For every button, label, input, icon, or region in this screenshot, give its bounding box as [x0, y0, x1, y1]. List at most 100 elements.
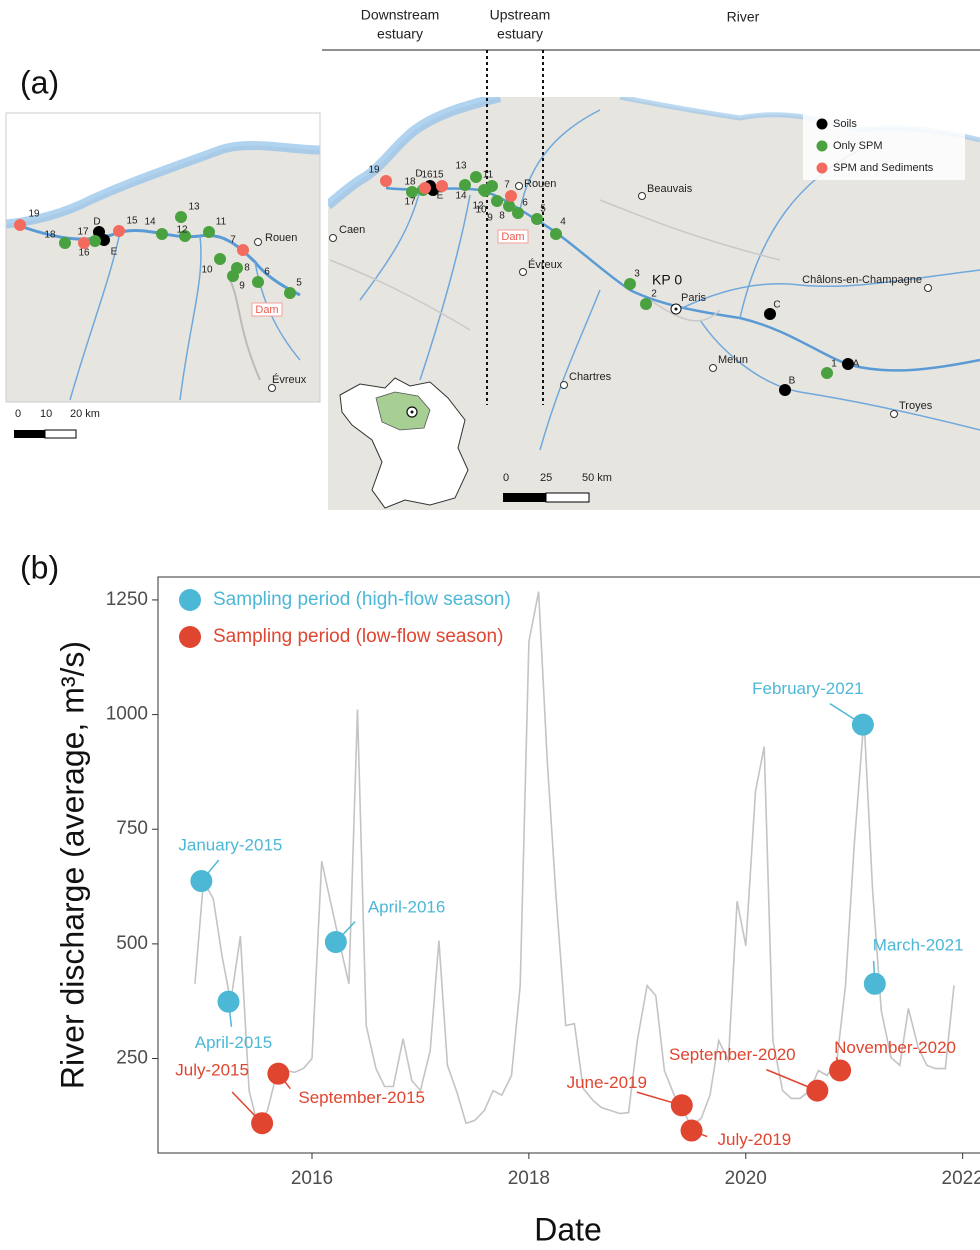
map-point-label: 10 — [201, 265, 213, 276]
map-point-label: 11 — [216, 217, 227, 228]
scale-label: 50 km — [582, 472, 612, 484]
place-label: Troyes — [899, 400, 933, 412]
map-point — [491, 195, 503, 207]
point-label: July-2019 — [718, 1130, 792, 1149]
map-point-label: 1 — [831, 359, 837, 370]
map-point — [459, 179, 471, 191]
place-dot — [515, 182, 523, 190]
map-point-label: 4 — [560, 217, 566, 228]
map-point — [156, 228, 168, 240]
map-point-label: 18 — [404, 177, 416, 188]
place-label: Rouen — [524, 178, 556, 190]
zone-label: estuary — [497, 26, 543, 42]
x-tick-label: 2020 — [725, 1168, 767, 1189]
map-point — [550, 228, 562, 240]
map-point — [764, 308, 776, 320]
map-point-label: C — [773, 300, 780, 311]
y-axis-title: River discharge (average, m³/s) — [54, 641, 90, 1089]
x-tick-label: 2022 — [942, 1168, 980, 1189]
place-dot — [254, 238, 262, 246]
map-point-label: 9 — [487, 213, 493, 224]
place-label: Châlons-en-Champagne — [802, 274, 922, 286]
map-point-label: 7 — [504, 180, 510, 191]
map-point — [419, 182, 431, 194]
map-point-label: 9 — [239, 281, 245, 292]
plot-area — [194, 591, 955, 1128]
discharge-line — [194, 591, 955, 1128]
legend-swatch — [179, 589, 201, 611]
dam-box — [497, 229, 529, 244]
map-point-label: 11 — [483, 170, 494, 181]
scale-label: 20 km — [70, 408, 100, 420]
map-point — [640, 298, 652, 310]
map-point — [252, 276, 264, 288]
paris-marker — [674, 307, 678, 311]
zone-label: Upstream — [490, 7, 551, 23]
map-point — [227, 270, 239, 282]
map-point — [512, 207, 524, 219]
map-point-label: E — [111, 247, 118, 258]
map-point-label: 17 — [77, 227, 89, 238]
point-label: September-2020 — [669, 1045, 796, 1064]
map-point — [503, 200, 515, 212]
inset-map — [6, 113, 320, 402]
map-point-label: B — [789, 376, 796, 387]
zone-label: River — [727, 9, 760, 25]
plot-frame — [157, 576, 980, 1154]
y-tick-label: 750 — [116, 818, 148, 839]
place-label: Chartres — [569, 371, 612, 383]
zone-label: Downstream — [361, 7, 440, 23]
map-point — [821, 367, 833, 379]
scale-label: 0 — [15, 408, 21, 420]
map-point-label: 16 — [78, 248, 90, 259]
scale-bar — [14, 430, 45, 438]
point-label: July-2015 — [175, 1061, 249, 1080]
panel-label: (a) — [20, 64, 59, 100]
map-point — [237, 244, 249, 256]
map-point — [478, 184, 490, 196]
x-tick-label: 2018 — [508, 1168, 550, 1189]
sampling-point — [851, 713, 874, 736]
map-point-label: 13 — [455, 161, 467, 172]
y-tick-label: 1250 — [106, 589, 148, 610]
map-point — [98, 234, 110, 246]
map-point — [175, 211, 187, 223]
place-dot — [638, 192, 646, 200]
sampling-point — [806, 1079, 829, 1102]
map-point-label: 14 — [144, 217, 156, 228]
sampling-point — [190, 870, 213, 893]
legend-label: SPM and Sediments — [833, 162, 934, 174]
map-point-label: 15 — [432, 170, 444, 181]
sampling-point — [680, 1119, 703, 1142]
map-point-label: 17 — [404, 197, 416, 208]
legend-swatch — [816, 140, 828, 152]
y-tick-label: 250 — [116, 1048, 148, 1069]
point-label: November-2020 — [834, 1038, 956, 1057]
place-label: Paris — [681, 292, 707, 304]
dam-box — [251, 302, 283, 317]
map-point — [470, 171, 482, 183]
point-label: February-2021 — [752, 679, 864, 698]
x-axis-title: Date — [534, 1211, 602, 1247]
scale-label: 0 — [503, 472, 509, 484]
sampling-point — [251, 1112, 274, 1135]
map-point-label: 19 — [28, 209, 40, 220]
point-label: April-2016 — [368, 898, 446, 917]
map-point — [842, 358, 854, 370]
map-point — [406, 186, 418, 198]
map-point — [89, 235, 101, 247]
map-legend-box — [803, 114, 965, 180]
map-point-label: 5 — [540, 204, 546, 215]
panel-label: (b) — [20, 549, 59, 585]
map-point — [59, 237, 71, 249]
place-label: Melun — [718, 354, 748, 366]
map-point — [531, 213, 543, 225]
scale-bar — [44, 429, 77, 439]
map-point — [380, 175, 392, 187]
x-tick-label: 2016 — [291, 1168, 333, 1189]
map-point-label: 10 — [475, 205, 487, 216]
map-point — [203, 226, 215, 238]
map-point-label: 12 — [176, 225, 188, 236]
scale-bar — [503, 493, 546, 502]
place-label: Beauvais — [647, 183, 693, 195]
